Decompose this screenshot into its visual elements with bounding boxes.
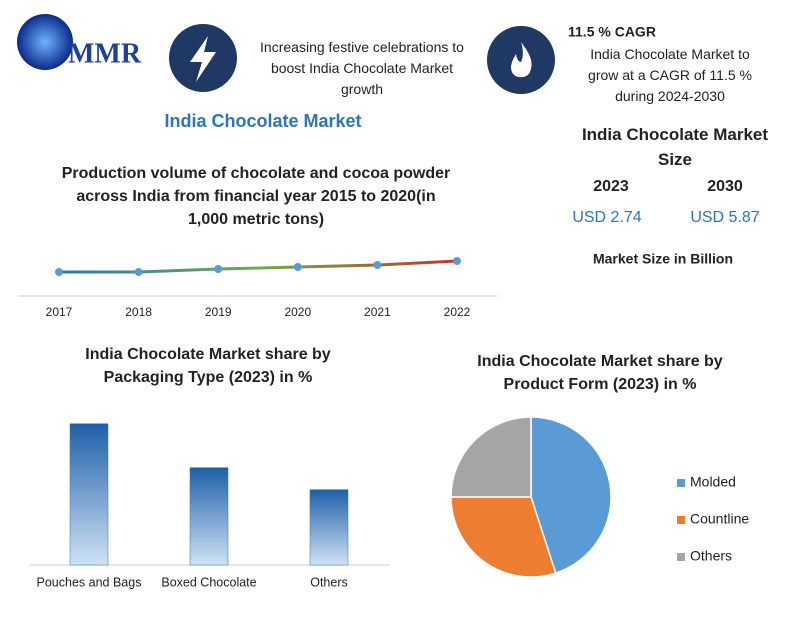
flame-icon [487,26,555,94]
bar [309,489,349,566]
flame [511,42,532,78]
lightning-bolt [190,36,216,82]
chart-title: India Chocolate Market share by Product F… [477,353,723,393]
x-tick-label: 2018 [125,305,152,319]
cagr-text: India Chocolate Market to grow at a CAGR … [588,46,752,104]
market-size-note: Market Size in Billion [593,251,733,267]
line [59,259,458,274]
market-value: USD 5.87 [690,209,759,226]
title-line: across India from financial year 2015 to… [76,188,435,205]
title-line: India Chocolate Market share by [85,346,331,363]
market-value: USD 2.74 [572,209,641,226]
pie-slice [530,416,612,575]
point [55,268,63,276]
legend-label: Countline [690,511,749,527]
pie-slice [450,416,532,498]
x-tick-label: Others [310,575,348,589]
title-line: Packaging Type (2023) in % [104,369,313,386]
x-tick-label: 2021 [364,305,391,319]
driver-text: Increasing festive celebrations to boost … [260,39,464,97]
year: 2023 [593,178,629,195]
point [214,265,223,273]
legend-swatch [677,516,685,524]
legend-label: Others [690,548,732,564]
main-title: India Chocolate Market [164,111,361,131]
point [293,263,302,271]
logo-text: MMR [68,38,142,69]
point [134,268,143,276]
bar [189,467,229,566]
x-tick-label: 2019 [205,305,232,319]
bar [69,423,109,566]
x-tick-label: 2020 [284,305,311,319]
legend-label: Molded [690,474,736,490]
pie-slice [450,496,557,578]
x-tick-label: 2022 [444,305,471,319]
title-line: Production volume of chocolate and cocoa… [62,165,451,182]
title-line: India Chocolate Market share by [477,353,723,370]
legend-swatch [677,553,685,561]
cagr-title: 11.5 % CAGR [568,24,656,40]
point [373,261,382,269]
x-tick-label: 2017 [46,305,73,319]
chart-title: India Chocolate Market share by Packaging… [85,346,331,386]
point [453,257,461,265]
legend-swatch [677,479,685,487]
year: 2030 [707,178,743,195]
logo-globe [17,14,73,70]
title-line: 1,000 metric tons) [188,211,324,228]
chart-title: Production volume of chocolate and cocoa… [62,165,451,228]
title-line: Product Form (2023) in % [504,376,697,393]
x-tick-label: Pouches and Bags [37,575,142,589]
x-tick-label: Boxed Chocolate [161,575,256,589]
market-size-title: India Chocolate Market Size [582,125,768,169]
